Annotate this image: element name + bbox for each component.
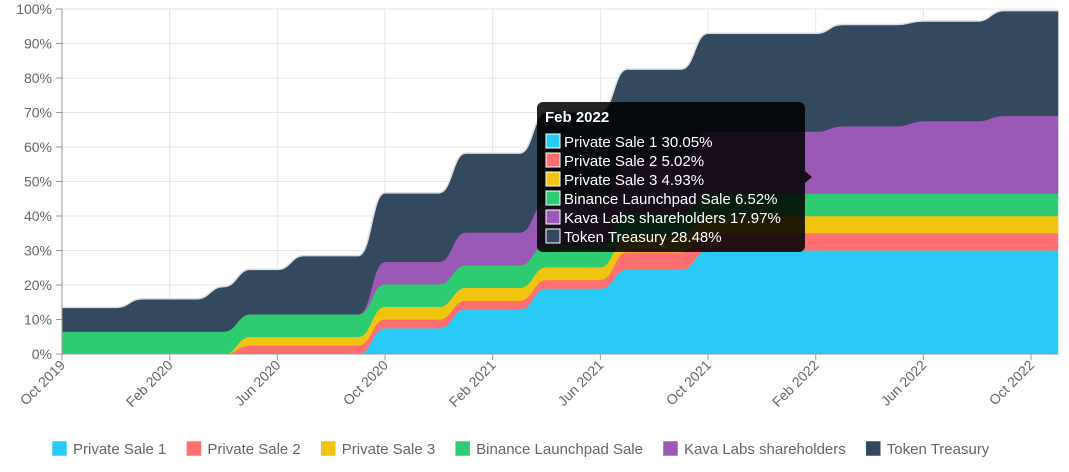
x-tick-label: Oct 2022	[986, 357, 1038, 409]
tooltip-box	[537, 102, 805, 252]
tooltip-swatch	[545, 152, 561, 168]
tooltip-swatch	[545, 133, 561, 149]
legend-label: Private Sale 3	[342, 441, 435, 458]
tooltip: Feb 2022 Private Sale 1 30.05% Private Sal…	[537, 102, 812, 252]
y-tick-label: 60%	[24, 139, 52, 155]
x-tick-label: Oct 2021	[663, 357, 715, 409]
legend-label: Token Treasury	[887, 441, 990, 458]
legend-label: Binance Launchpad Sale	[476, 441, 643, 458]
tooltip-entry: Binance Launchpad Sale 6.52%	[564, 191, 778, 208]
tooltip-entry: Token Treasury 28.48%	[564, 229, 722, 246]
tooltip-title: Feb 2022	[545, 109, 609, 126]
legend-item-kava-labs-shareholders: Kava Labs shareholders	[662, 440, 846, 458]
legend-label: Kava Labs shareholders	[684, 441, 846, 458]
x-tick-label: Oct 2020	[340, 357, 392, 409]
x-tick-label: Oct 2019	[17, 357, 69, 409]
x-tick-label: Jun 2022	[877, 357, 929, 409]
legend-item-private-sale-2: Private Sale 2	[186, 440, 301, 458]
x-axis-ticks: Oct 2019 Feb 2020 Jun 2020 Oct 2020 Feb 2021…	[17, 354, 1038, 410]
legend-swatch	[51, 440, 68, 457]
legend-item-private-sale-3: Private Sale 3	[320, 440, 435, 458]
tooltip-swatch	[545, 171, 561, 187]
tooltip-entry: Private Sale 1 30.05%	[564, 134, 712, 151]
legend-label: Private Sale 1	[73, 441, 166, 458]
tooltip-entry: Private Sale 2 5.02%	[564, 153, 704, 170]
x-tick-label: Feb 2022	[769, 357, 822, 410]
y-tick-label: 100%	[16, 1, 52, 17]
y-tick-label: 0%	[32, 346, 52, 362]
tooltip-swatch	[545, 209, 561, 225]
x-tick-label: Jun 2020	[231, 357, 283, 409]
y-tick-label: 90%	[24, 36, 52, 52]
y-tick-label: 40%	[24, 208, 52, 224]
tooltip-entry: Kava Labs shareholders 17.97%	[564, 210, 781, 227]
y-axis-ticks: 0% 10% 20% 30% 40% 50% 60% 70% 80% 90% 100%	[16, 1, 62, 362]
y-tick-label: 70%	[24, 105, 52, 121]
legend-swatch	[454, 440, 471, 457]
tooltip-swatch	[545, 190, 561, 206]
y-tick-label: 20%	[24, 277, 52, 293]
tooltip-entry: Private Sale 3 4.93%	[564, 172, 704, 189]
y-tick-label: 80%	[24, 70, 52, 86]
legend-item-private-sale-1: Private Sale 1	[51, 440, 166, 458]
tooltip-swatch	[545, 228, 561, 244]
y-tick-label: 10%	[24, 312, 52, 328]
legend-item-binance-launchpad-sale: Binance Launchpad Sale	[454, 440, 643, 458]
tooltip-caret	[805, 171, 812, 183]
x-tick-label: Jun 2021	[554, 357, 606, 409]
legend-swatch	[186, 440, 202, 457]
legend-label: Private Sale 2	[207, 441, 300, 458]
x-tick-label: Feb 2021	[446, 357, 499, 410]
y-tick-label: 30%	[24, 243, 52, 259]
legend-swatch	[662, 440, 679, 457]
y-tick-label: 50%	[24, 174, 52, 190]
legend-item-token-treasury: Token Treasury	[865, 440, 990, 458]
x-tick-label: Feb 2020	[123, 357, 176, 410]
legend-swatch	[320, 440, 337, 457]
legend: Private Sale 1 Private Sale 2 Private Sale…	[51, 440, 990, 458]
legend-swatch	[865, 440, 882, 457]
